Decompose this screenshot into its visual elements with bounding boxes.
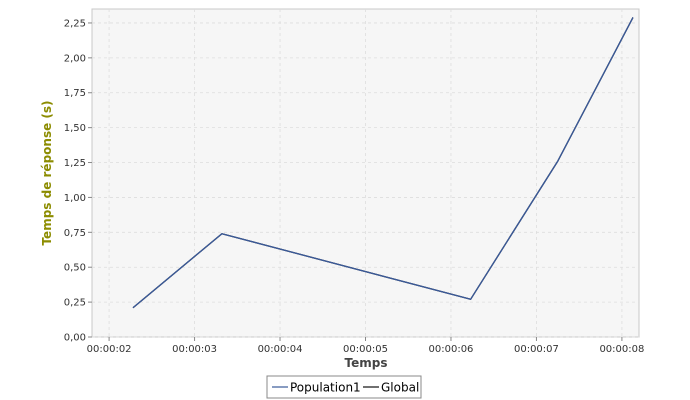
x-tick-label: 00:00:07 bbox=[514, 344, 559, 355]
y-tick-label: 1,50 bbox=[64, 123, 86, 134]
x-tick-label: 00:00:06 bbox=[429, 344, 474, 355]
y-tick-label: 0,50 bbox=[64, 263, 86, 274]
series-layer bbox=[132, 17, 634, 309]
grid bbox=[92, 9, 639, 338]
x-tick-label: 00:00:04 bbox=[258, 344, 303, 355]
y-tick-label: 1,25 bbox=[64, 158, 86, 169]
y-tick-label: 2,25 bbox=[64, 18, 86, 29]
y-tick-label: 0,75 bbox=[64, 228, 86, 239]
y-tick-label: 1,75 bbox=[64, 88, 86, 99]
x-tick-label: 00:00:08 bbox=[599, 344, 644, 355]
x-tick-label: 00:00:05 bbox=[343, 344, 388, 355]
x-axis-title: Temps bbox=[345, 356, 388, 370]
x-tick-label: 00:00:02 bbox=[87, 344, 132, 355]
series-line-population1 bbox=[132, 17, 634, 309]
legend-box bbox=[266, 375, 422, 399]
y-tick-label: 0,00 bbox=[64, 333, 86, 344]
y-tick-label: 1,00 bbox=[64, 193, 86, 204]
y-tick-label: 0,25 bbox=[64, 298, 86, 309]
axes: 0,00 0,25 0,50 0,75 1,00 1,25 1,50 1,75 2,00 2,25… bbox=[64, 18, 645, 355]
legend-label-global: Global bbox=[381, 381, 419, 395]
legend-label-population1: Population1 bbox=[290, 381, 361, 395]
legend: Population1 Global bbox=[266, 375, 422, 399]
y-tick-label: 2,00 bbox=[64, 53, 86, 64]
x-tick-label: 00:00:03 bbox=[172, 344, 217, 355]
y-axis-title: Temps de réponse (s) bbox=[40, 100, 54, 245]
